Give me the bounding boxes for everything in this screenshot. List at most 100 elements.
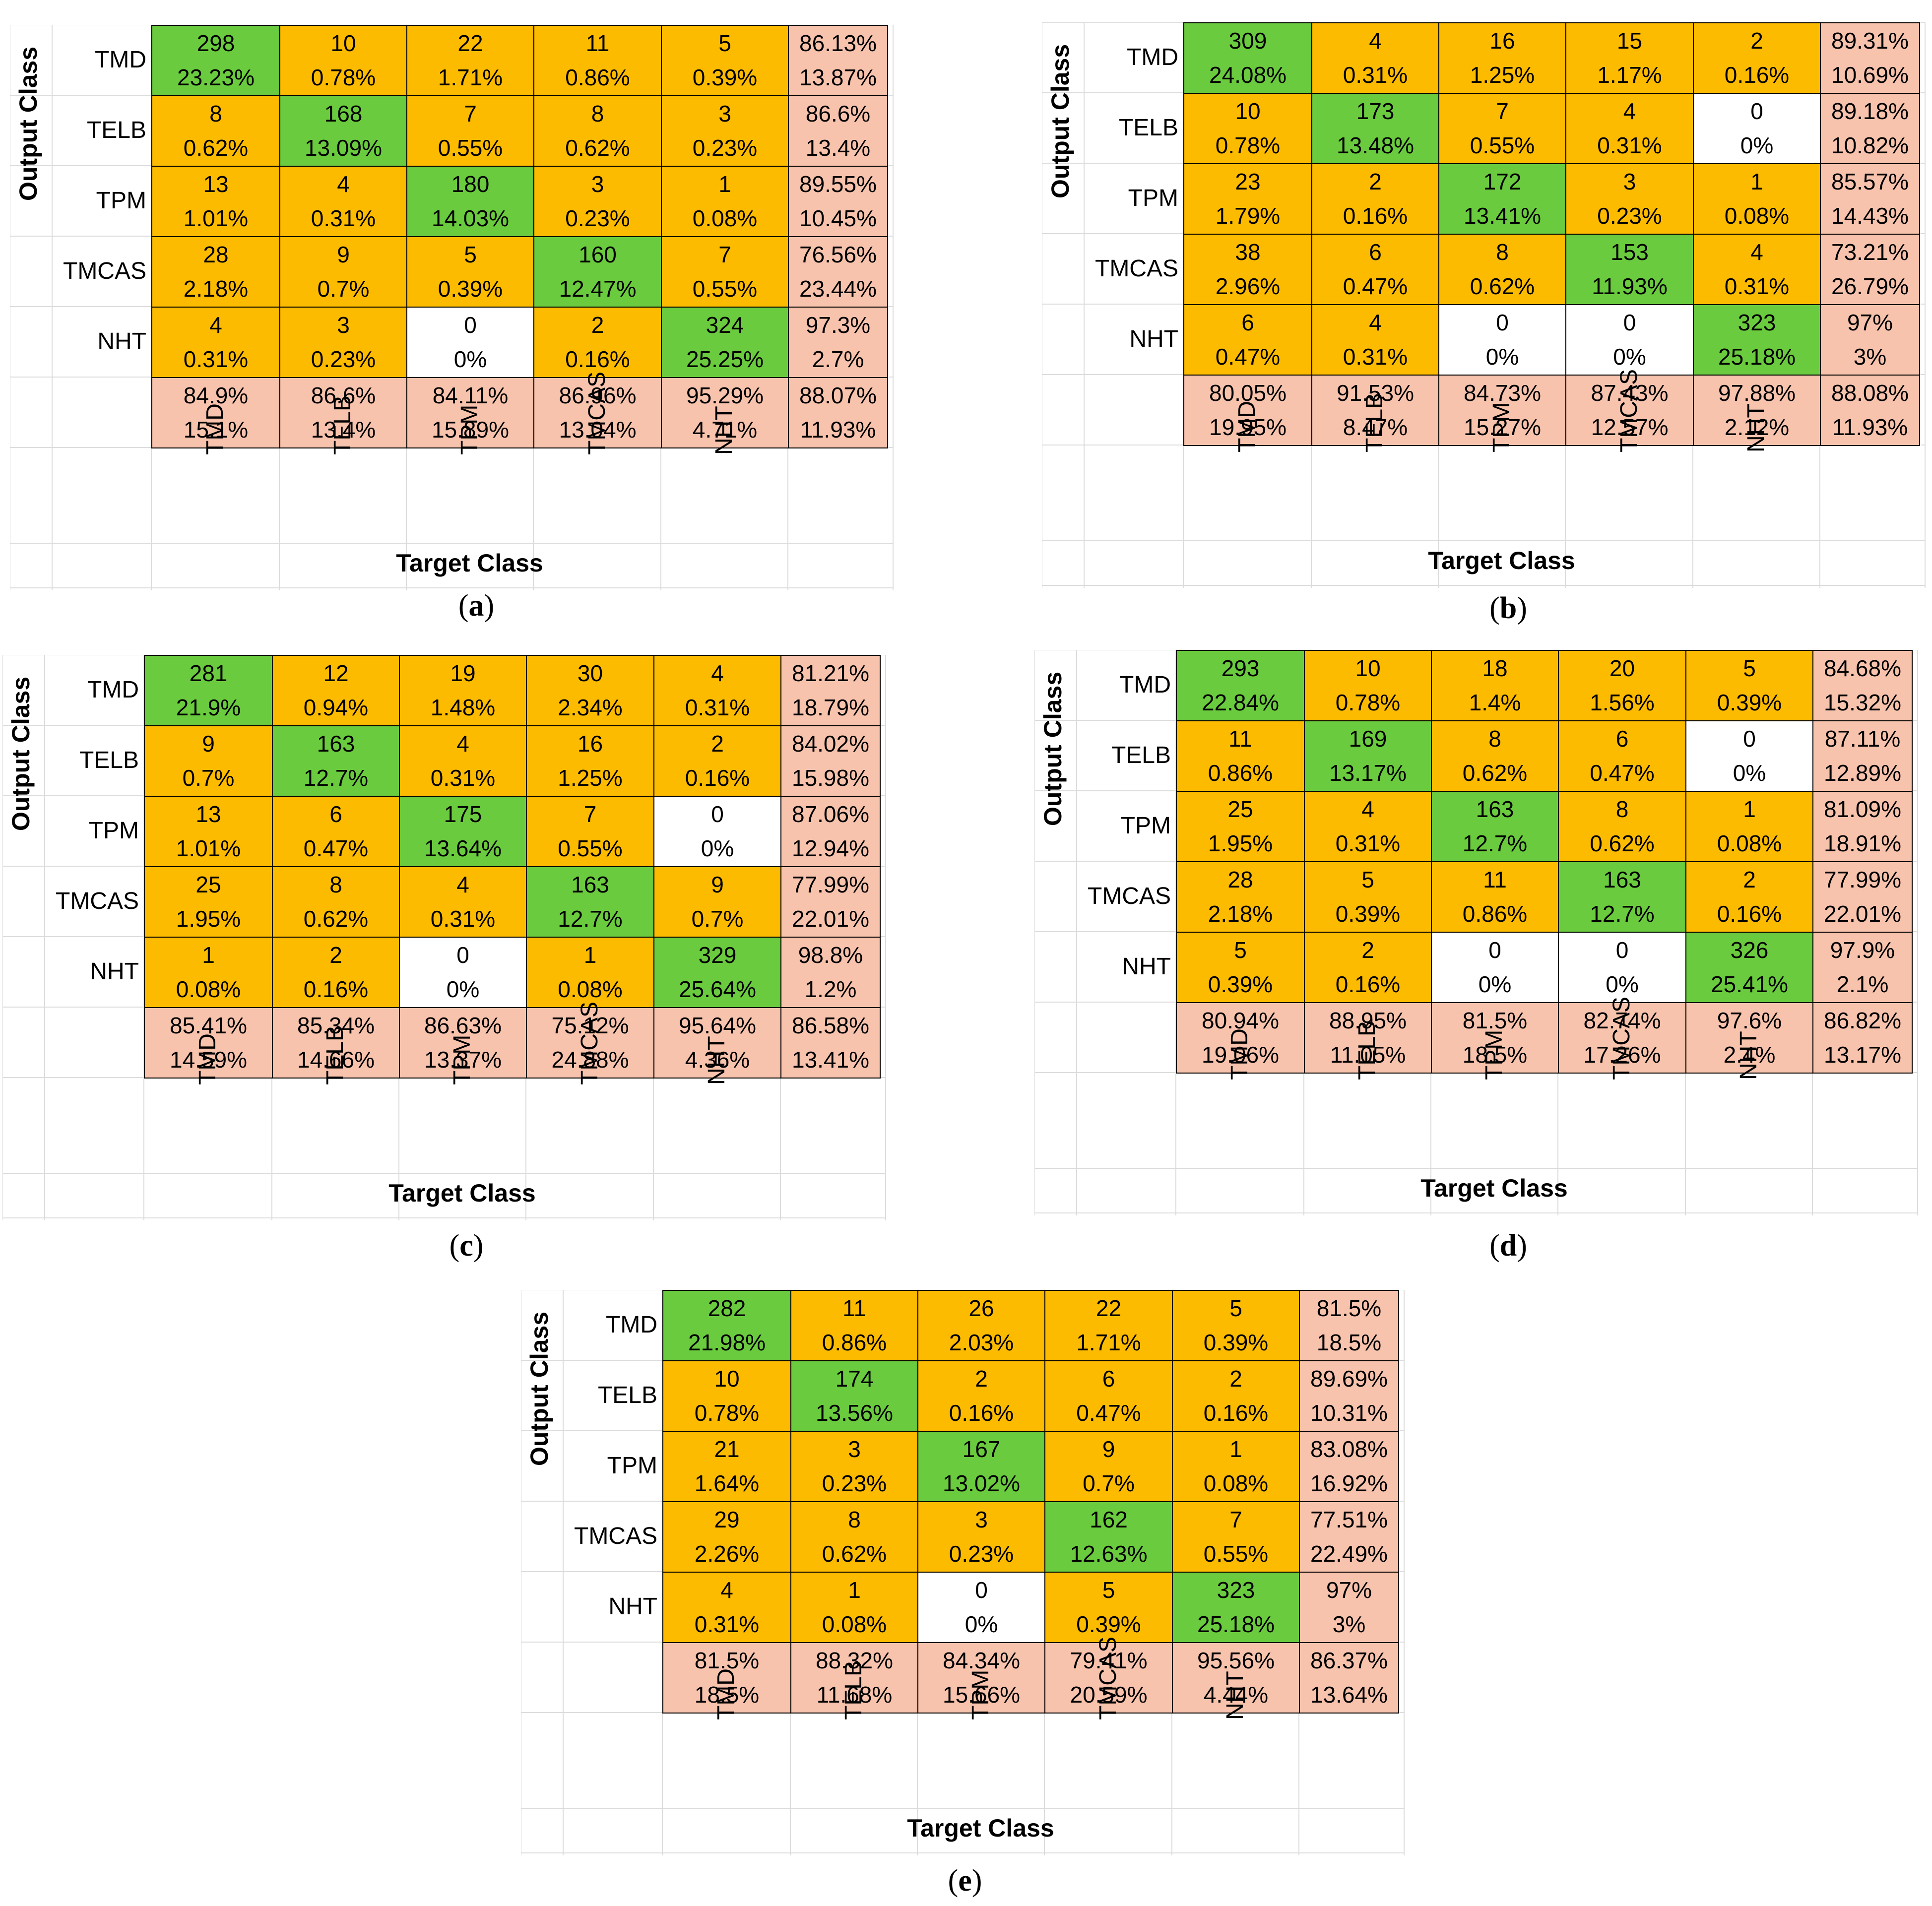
cell-line-2: 0.16%: [1343, 203, 1408, 229]
recall-cell: 80.94% 19.06%: [1176, 1002, 1305, 1074]
cell-line-1: 326: [1730, 937, 1769, 963]
cell-line-2: 13.09%: [304, 135, 382, 161]
cell-line-2: 15.1%: [183, 417, 249, 443]
precision-cell: 84.68% 15.32%: [1812, 650, 1913, 721]
cell-line-1: 5: [1361, 867, 1374, 892]
cell-line-1: 4: [1369, 310, 1382, 335]
cell-line-2: 13.4%: [805, 135, 871, 161]
cell-line-2: 1.17%: [1597, 62, 1662, 88]
cell-line-2: 1.64%: [694, 1470, 760, 1496]
cell-line-1: 8: [1488, 726, 1501, 752]
cell-line-1: 19: [450, 660, 476, 686]
cell-line-1: 329: [698, 942, 737, 968]
cell-line-2: 18.5%: [694, 1682, 760, 1708]
cell-line-2: 13.56%: [815, 1400, 893, 1426]
cell-line-2: 0.23%: [311, 346, 376, 372]
cell-line-2: 0.86%: [1462, 901, 1528, 927]
cell-line-2: 0.55%: [558, 835, 623, 861]
cell-line-2: 24.88%: [551, 1047, 629, 1073]
off-diagonal-cell: 25 1.95%: [1176, 791, 1305, 862]
cell-line-2: 0%: [1733, 760, 1766, 786]
cell-line-1: 1: [848, 1577, 861, 1603]
cell-line-1: 2: [1743, 867, 1756, 892]
caption-letter: a: [468, 589, 484, 623]
off-diagonal-cell: 29 2.26%: [662, 1501, 791, 1573]
column-label: TELB: [1361, 392, 1388, 452]
recall-cell: 86.96% 13.04%: [533, 377, 662, 448]
cell-line-2: 15.98%: [791, 765, 869, 791]
cell-line-2: 0.16%: [949, 1400, 1014, 1426]
column-label: TMD: [1226, 1028, 1253, 1080]
column-label: NHT: [1736, 1031, 1762, 1080]
cell-line-2: 0.7%: [317, 276, 370, 302]
recall-cell: 84.11% 15.89%: [406, 377, 534, 448]
cell-line-2: 0.39%: [1717, 690, 1782, 715]
off-diagonal-cell: 10 0.78%: [1183, 93, 1312, 164]
row-label: TMD: [1119, 672, 1171, 698]
cell-line-2: 0.08%: [692, 205, 758, 231]
cell-line-1: 2: [1369, 169, 1382, 194]
diagonal-cell: 163 12.7%: [272, 725, 400, 797]
off-diagonal-cell: 9 0.7%: [1044, 1431, 1173, 1502]
cell-line-1: 97%: [1847, 310, 1893, 335]
cell-line-2: 10.69%: [1831, 62, 1909, 88]
diagonal-cell: 162 12.63%: [1044, 1501, 1173, 1573]
recall-row: 85.41% 14.59% 85.34% 14.66% 86.63% 13.37% 75.1…: [144, 1007, 881, 1079]
cell-line-1: 2: [329, 942, 342, 968]
off-diagonal-cell: 1 0.08%: [661, 166, 789, 237]
off-diagonal-cell: 4 0.31%: [1693, 234, 1821, 305]
off-diagonal-cell: 11 0.86%: [1176, 720, 1305, 792]
cell-line-2: 26.79%: [1831, 273, 1909, 299]
zero-cell: 0 0%: [399, 937, 527, 1008]
cell-line-2: 0.39%: [438, 276, 503, 302]
cell-line-2: 10.31%: [1310, 1400, 1388, 1426]
cell-line-2: 0.31%: [430, 906, 496, 932]
off-diagonal-cell: 4 0.31%: [1311, 304, 1439, 376]
cell-line-1: 6: [1369, 239, 1382, 265]
off-diagonal-cell: 1 0.08%: [1172, 1431, 1300, 1502]
cell-line-2: 0.39%: [1076, 1611, 1141, 1637]
precision-cell: 86.13% 13.87%: [788, 25, 888, 96]
diagonal-cell: 298 23.23%: [151, 25, 280, 96]
cell-line-2: 2.18%: [1208, 901, 1273, 927]
cell-line-1: 10: [330, 30, 356, 56]
recall-row: 84.9% 15.1% 86.6% 13.4% 84.11% 15.89% 86.96% 13…: [151, 377, 888, 448]
cell-line-1: 84.68%: [1823, 655, 1901, 681]
row-label: TMD: [95, 47, 146, 73]
cell-line-1: 95.56%: [1197, 1648, 1275, 1673]
cell-line-1: 77.99%: [791, 872, 869, 897]
cell-line-1: 6: [1241, 310, 1254, 335]
column-label: NHT: [1743, 403, 1769, 452]
cell-line-2: 0.7%: [691, 906, 744, 932]
cell-line-1: 85.41%: [169, 1013, 247, 1038]
off-diagonal-cell: 4 0.31%: [1565, 93, 1694, 164]
cell-line-2: 1.2%: [804, 976, 857, 1002]
recall-row: 80.94% 19.06% 88.95% 11.05% 81.5% 18.5% 82.74%…: [1176, 1002, 1913, 1074]
cell-line-2: 18.5%: [1316, 1330, 1382, 1355]
cell-line-1: 84.02%: [791, 731, 869, 757]
cell-line-1: 81.5%: [1316, 1295, 1382, 1321]
cell-line-1: 30: [577, 660, 603, 686]
zero-cell: 0 0%: [653, 796, 781, 867]
cell-line-2: 15.66%: [942, 1682, 1020, 1708]
cell-line-1: 5: [718, 30, 731, 56]
cell-line-2: 0.16%: [685, 765, 750, 791]
off-diagonal-cell: 4 0.31%: [1311, 22, 1439, 94]
cell-line-1: 25: [195, 872, 221, 897]
cell-line-2: 1.01%: [176, 835, 241, 861]
cell-line-2: 0.78%: [1215, 132, 1281, 158]
off-diagonal-cell: 25 1.95%: [144, 866, 273, 938]
off-diagonal-cell: 13 1.01%: [144, 796, 273, 867]
cell-line-2: 1.95%: [1208, 830, 1273, 856]
confusion-matrix-table: 293 22.84% 10 0.78% 18 1.4% 20 1.56% 5 0.39% 84.68…: [1176, 650, 1913, 1074]
cell-line-1: 323: [1738, 310, 1776, 335]
cell-line-2: 0.08%: [822, 1611, 887, 1637]
cell-line-1: 8: [1615, 796, 1629, 822]
cell-line-1: 13: [195, 801, 221, 827]
cell-line-1: 12: [323, 660, 349, 686]
cell-line-1: 0: [1488, 937, 1501, 963]
cell-line-1: 4: [711, 660, 724, 686]
cell-line-2: 0.08%: [176, 976, 241, 1002]
cell-line-2: 0.23%: [822, 1470, 887, 1496]
cell-line-2: 1.48%: [430, 695, 496, 720]
